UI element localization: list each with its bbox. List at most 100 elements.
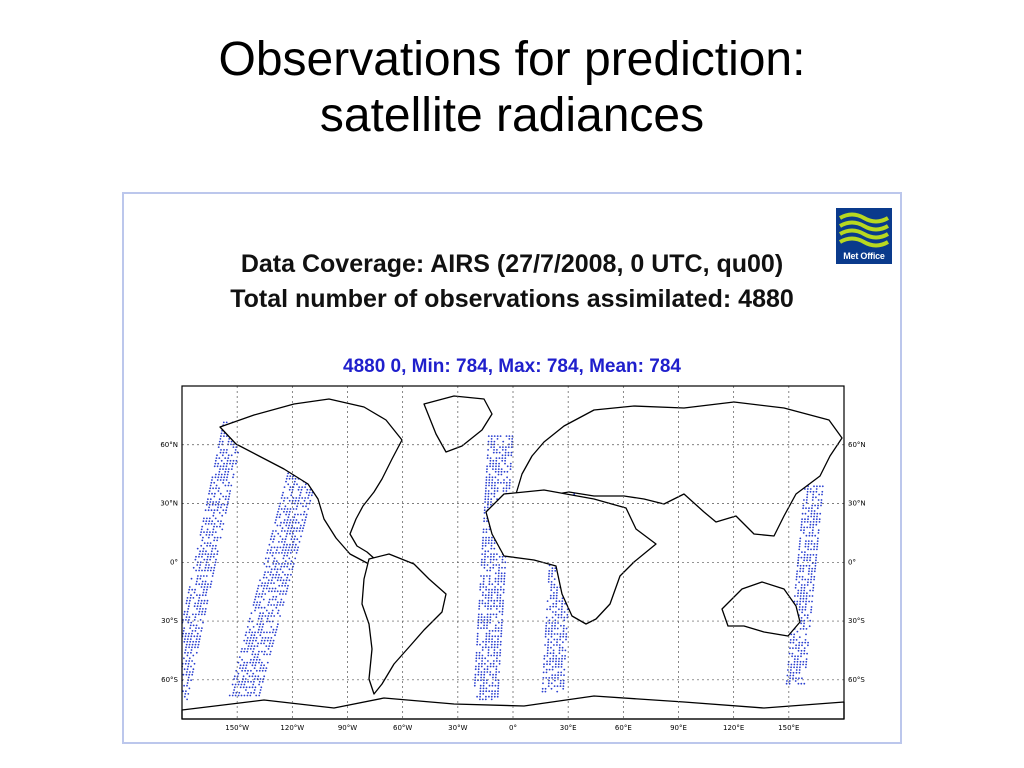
- lat-tick-label-right: 0°: [848, 558, 856, 566]
- observation-point: [221, 528, 224, 531]
- observation-point: [204, 509, 207, 512]
- observation-point: [288, 477, 291, 480]
- observation-point: [554, 679, 556, 682]
- observation-point: [561, 655, 564, 657]
- observation-point: [209, 555, 212, 558]
- observation-point: [803, 526, 806, 529]
- observation-point: [257, 631, 259, 634]
- observation-point: [493, 446, 495, 448]
- observation-point: [496, 449, 498, 451]
- observation-point: [292, 519, 295, 521]
- observation-point: [232, 446, 235, 448]
- observation-point: [785, 682, 788, 685]
- observation-point: [553, 685, 556, 687]
- observation-point: [226, 476, 228, 479]
- observation-point: [294, 546, 296, 549]
- observation-point: [809, 490, 812, 493]
- observation-point: [547, 644, 549, 646]
- observation-point: [257, 628, 260, 631]
- observation-point: [246, 694, 249, 697]
- observation-point: [215, 457, 218, 459]
- observation-point: [203, 517, 205, 520]
- observation-point: [502, 602, 504, 605]
- lat-tick-label-left: 30°N: [160, 500, 178, 508]
- observation-point: [557, 622, 559, 624]
- observation-point: [280, 497, 283, 499]
- observation-point: [497, 627, 500, 629]
- observation-point: [795, 639, 798, 641]
- observation-point: [276, 626, 279, 628]
- observation-point: [183, 668, 186, 671]
- observation-point: [281, 552, 283, 554]
- observation-point: [810, 573, 813, 575]
- observation-point: [488, 479, 491, 481]
- observation-point: [497, 640, 499, 643]
- observation-point: [812, 584, 815, 586]
- observation-point: [300, 524, 302, 527]
- observation-point: [810, 548, 812, 551]
- observation-point: [544, 644, 546, 646]
- observation-point: [490, 594, 493, 597]
- observation-point: [195, 640, 197, 643]
- observation-point: [817, 499, 820, 501]
- observation-point: [223, 449, 225, 451]
- observation-point: [550, 630, 553, 633]
- observation-point: [806, 493, 809, 496]
- observation-point: [295, 497, 298, 499]
- observation-point: [240, 683, 243, 686]
- lat-tick-label-left: 60°N: [160, 441, 178, 449]
- observation-point: [496, 438, 499, 440]
- observation-point: [805, 600, 807, 603]
- observation-point: [277, 532, 280, 535]
- observation-point: [267, 637, 270, 639]
- observation-point: [501, 555, 504, 558]
- observation-point: [191, 643, 194, 646]
- observation-point: [268, 565, 271, 568]
- observation-point: [219, 465, 222, 468]
- observation-point: [497, 630, 500, 632]
- observation-point: [268, 620, 271, 623]
- observation-point: [185, 660, 188, 662]
- observation-point: [198, 594, 201, 597]
- observation-point: [800, 521, 803, 523]
- observation-point: [490, 435, 493, 437]
- observation-point: [803, 589, 806, 592]
- observation-point: [563, 674, 565, 676]
- observation-point: [283, 530, 286, 532]
- observation-point: [499, 597, 502, 599]
- observation-point: [278, 563, 280, 565]
- observation-point: [499, 594, 502, 597]
- observation-point: [258, 615, 261, 617]
- observation-point: [811, 532, 814, 534]
- observation-point: [485, 479, 488, 481]
- observation-point: [804, 606, 807, 608]
- observation-point: [219, 468, 221, 470]
- observation-point: [220, 506, 222, 509]
- observation-point: [277, 508, 280, 510]
- observation-point: [809, 488, 812, 490]
- observation-point: [820, 499, 823, 501]
- observation-point: [205, 550, 207, 553]
- observation-point: [511, 438, 514, 440]
- observation-point: [191, 646, 193, 649]
- observation-point: [552, 611, 554, 613]
- observation-point: [806, 614, 809, 617]
- observation-point: [200, 613, 203, 616]
- observation-point: [206, 531, 208, 533]
- lat-tick-label-left: 60°S: [161, 676, 178, 684]
- observation-point: [558, 660, 560, 663]
- observation-point: [189, 597, 192, 599]
- observation-point: [483, 558, 486, 561]
- observation-point: [246, 650, 249, 653]
- observation-point: [289, 486, 292, 488]
- observation-point: [211, 492, 213, 495]
- observation-point: [241, 648, 243, 650]
- observation-point: [264, 593, 267, 595]
- observation-point: [197, 575, 199, 577]
- observation-point: [802, 570, 804, 573]
- observation-point: [294, 502, 296, 505]
- observation-point: [503, 577, 506, 580]
- observation-point: [184, 693, 187, 695]
- observation-point: [183, 640, 186, 643]
- observation-point: [287, 549, 290, 551]
